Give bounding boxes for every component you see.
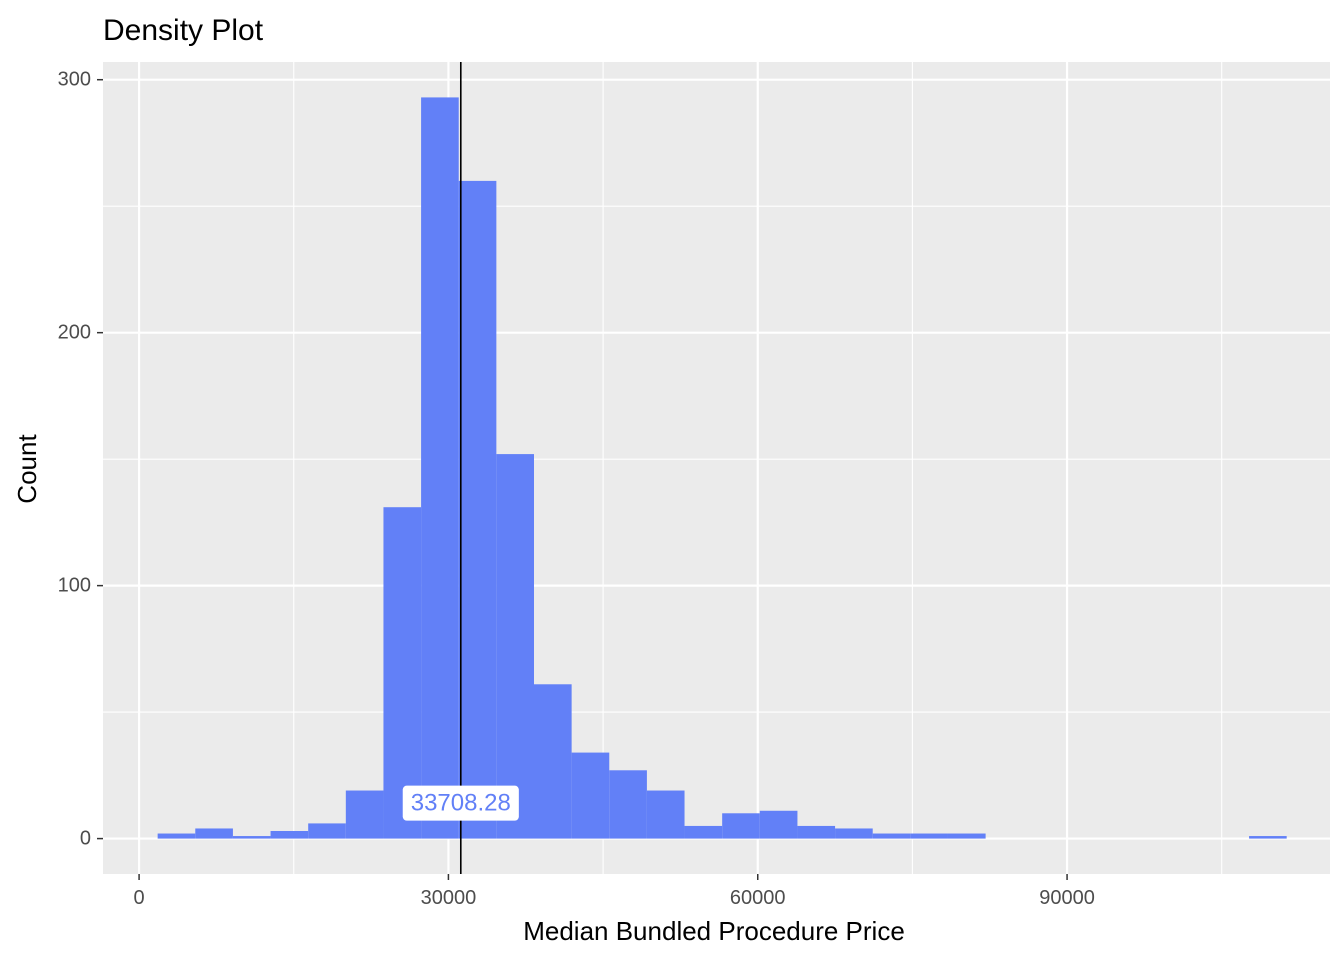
annotation-label: 33708.28 [411, 790, 511, 817]
histogram-bar [270, 830, 309, 839]
x-tick-label: 90000 [1039, 887, 1095, 909]
x-tick-label: 60000 [730, 887, 786, 909]
histogram-bar [797, 825, 836, 839]
chart-title: Density Plot [103, 14, 264, 47]
histogram-bar [383, 507, 422, 839]
histogram-bar [571, 752, 610, 839]
histogram-bar [308, 823, 346, 839]
y-tick-label: 100 [58, 575, 91, 597]
histogram-bar [458, 180, 497, 839]
histogram-bar [496, 454, 534, 839]
y-tick-label: 300 [58, 69, 91, 91]
histogram-bars [157, 97, 1287, 839]
histogram-bar [157, 833, 196, 839]
histogram-bar [759, 810, 798, 839]
x-axis: 0 30000 60000 90000 [134, 874, 1095, 909]
histogram-bar [1249, 836, 1287, 839]
x-axis-title: Median Bundled Procedure Price [523, 916, 905, 946]
annotation-box [402, 785, 519, 821]
histogram-bar [533, 684, 572, 839]
histogram-bar [684, 825, 723, 839]
histogram-bar [345, 790, 384, 839]
histogram-bar [910, 833, 948, 839]
y-axis-title: Count [12, 434, 42, 504]
histogram-bar [646, 790, 685, 839]
y-axis: 0 100 200 300 [58, 69, 103, 850]
y-tick-label: 200 [58, 322, 91, 344]
x-tick-label: 0 [134, 887, 145, 909]
histogram-bar [835, 828, 873, 839]
histogram-bar [421, 97, 459, 839]
x-tick-label: 30000 [421, 887, 477, 909]
histogram-bar [722, 813, 760, 839]
annotations: 33708.28 [402, 785, 519, 821]
histogram-bar [872, 833, 911, 839]
histogram-bar [232, 836, 271, 839]
histogram-bar [947, 833, 986, 839]
y-tick-label: 0 [80, 828, 91, 850]
histogram-bar [195, 828, 233, 839]
plot-panel [103, 62, 1330, 874]
histogram-bar [609, 770, 647, 839]
minor-gridlines [103, 62, 1330, 874]
